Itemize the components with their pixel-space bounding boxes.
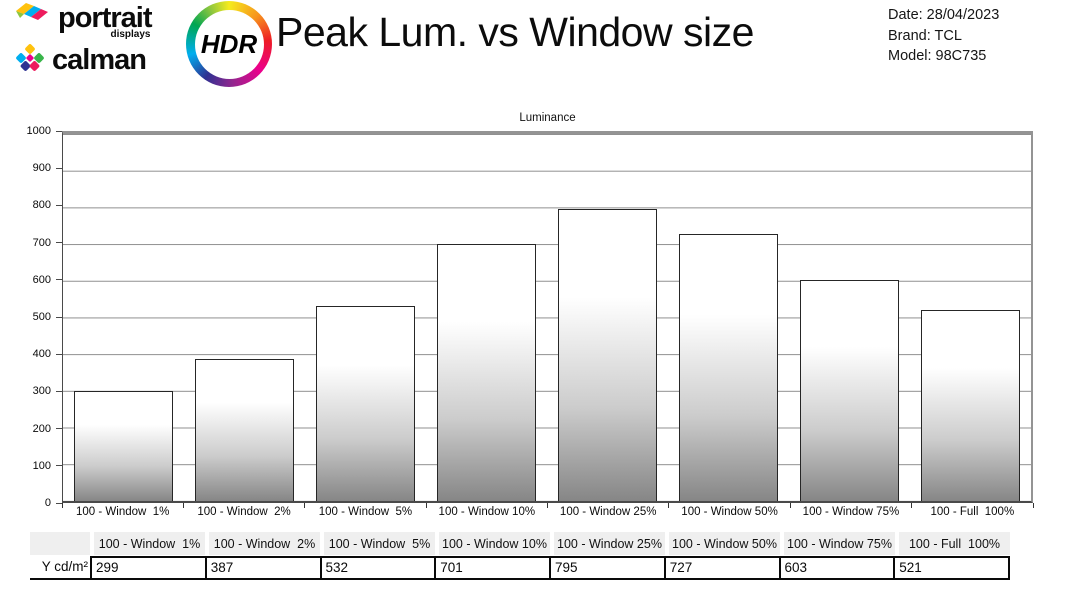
x-axis-tick-mark xyxy=(425,503,427,508)
luminance-bar-3 xyxy=(315,305,416,501)
bars-layer xyxy=(63,134,1031,501)
x-axis-tick-mark xyxy=(911,503,913,508)
table-value-cell: 701 xyxy=(434,558,549,578)
meta-brand: Brand: TCL xyxy=(888,27,962,44)
x-axis-tick-mark xyxy=(668,503,670,508)
table-header-cells: 100 - Window 1% 100 - Window 2% 100 - Wind… xyxy=(94,532,1010,555)
y-axis-tick-label: 0 xyxy=(44,497,51,509)
luminance-bar-8 xyxy=(920,309,1021,501)
table-value-cell: 299 xyxy=(96,560,119,575)
luminance-bar-4 xyxy=(436,243,537,501)
bar-slot-5 xyxy=(547,134,668,501)
brand-logos: portrait displays calman xyxy=(14,2,152,79)
table-value-cell: 521 xyxy=(893,558,1008,578)
table-column-header: 100 - Window 5% xyxy=(324,532,435,555)
y-axis-tick-label: 800 xyxy=(32,199,51,212)
x-axis-tick-mark xyxy=(547,503,548,508)
y-axis-tick-label: 100 xyxy=(32,459,51,472)
luminance-bar-7 xyxy=(799,279,900,501)
luminance-bar-2 xyxy=(194,358,295,501)
x-axis-category-label: 100 - Window 10% xyxy=(438,506,536,518)
x-axis-category-label: 100 - Window 50% xyxy=(681,506,778,518)
calman-logo: calman xyxy=(14,42,152,79)
x-axis-category-label: 100 - Window 2% xyxy=(197,506,291,518)
table-column-header: 100 - Window 10% xyxy=(439,532,550,555)
y-axis-tick-mark xyxy=(56,316,62,318)
x-axis-tick-mark xyxy=(182,503,184,508)
page-title: Peak Lum. vs Window size xyxy=(276,9,754,55)
table-column-header: 100 - Window 2% xyxy=(209,532,320,555)
bar-slot-7 xyxy=(789,134,910,501)
x-axis-tick-mark xyxy=(789,503,791,508)
y-axis-tick-mark xyxy=(56,428,62,430)
table-row-header: Y cd/m² xyxy=(30,556,90,580)
calman-logo-icon xyxy=(14,42,46,79)
chart-title: Luminance xyxy=(519,112,576,124)
x-axis-category-label: 100 - Window 25% xyxy=(559,506,657,518)
y-axis-tick-mark xyxy=(56,279,62,281)
y-axis: 1000 900 800 700 600 500 400 300 200 100 0 xyxy=(0,125,62,509)
y-axis-tick-label: 200 xyxy=(32,422,51,435)
y-axis-tick-label: 600 xyxy=(32,273,51,286)
y-axis-tick-mark xyxy=(56,502,62,504)
table-value-cell: 532 xyxy=(319,558,435,578)
table-column-header: 100 - Window 75% xyxy=(784,532,895,555)
y-axis-tick-mark xyxy=(56,465,62,467)
plot-frame xyxy=(62,131,1033,503)
y-axis-tick-mark xyxy=(56,204,62,206)
meta-date: Date: 28/04/2023 xyxy=(888,7,1000,23)
meta-model: Model: 98C735 xyxy=(888,48,987,64)
table-column-header: 100 - Window 50% xyxy=(669,532,780,555)
y-axis-tick-label: 1000 xyxy=(26,125,51,137)
x-axis-category-label: 100 - Window 5% xyxy=(318,506,413,518)
x-axis-tick-mark xyxy=(304,503,306,508)
bar-slot-3 xyxy=(305,134,426,501)
luminance-bar-1 xyxy=(73,391,174,501)
x-axis-category-label: 100 - Window 1% xyxy=(76,506,170,518)
x-axis-tick-mark xyxy=(61,503,63,508)
y-axis-tick-label: 700 xyxy=(32,236,51,249)
bar-slot-2 xyxy=(184,134,305,501)
y-axis-tick-mark xyxy=(56,242,62,244)
x-axis-category-label: 100 - Full 100% xyxy=(930,506,1015,518)
y-axis-tick-mark xyxy=(56,130,62,132)
y-axis-tick-mark xyxy=(56,167,62,169)
y-axis-tick-label: 300 xyxy=(32,385,51,398)
table-header-corner-cell xyxy=(30,532,90,555)
bar-slot-6 xyxy=(668,134,789,501)
luminance-bar-5 xyxy=(557,209,658,501)
y-axis-tick-label: 500 xyxy=(32,311,51,323)
y-axis-tick-mark xyxy=(56,390,62,392)
y-axis-tick-label: 900 xyxy=(32,162,51,175)
table-value-row: Y cd/m² 299 387 532 701 795 727 603 521 xyxy=(30,556,1010,580)
x-axis-labels: 100 - Window 1% 100 - Window 2% 100 - Wind… xyxy=(62,506,1033,518)
bar-slot-8 xyxy=(910,134,1031,501)
bar-slot-4 xyxy=(426,134,547,501)
x-axis-ticks xyxy=(61,503,1034,509)
portrait-logo-icon xyxy=(14,2,54,33)
y-axis-tick-mark xyxy=(56,353,62,355)
table-value-cell: 603 xyxy=(778,558,894,578)
table-value-cell: 387 xyxy=(204,558,320,578)
table-column-header: 100 - Window 25% xyxy=(554,532,665,555)
portrait-displays-logo: portrait displays xyxy=(14,1,152,40)
table-value-cell: 727 xyxy=(663,558,779,578)
report-meta: Date: 28/04/2023 Brand: TCL Model: 98C73… xyxy=(888,5,999,67)
bar-slot-1 xyxy=(63,134,184,501)
table-column-header: 100 - Window 1% xyxy=(94,532,205,555)
table-value-cell: 795 xyxy=(549,558,664,578)
calman-logo-text: calman xyxy=(52,44,147,76)
luminance-bar-6 xyxy=(678,234,779,501)
x-axis-tick-mark xyxy=(1032,503,1034,508)
x-axis-category-label: 100 - Window 75% xyxy=(802,506,900,518)
table-header-row: 100 - Window 1% 100 - Window 2% 100 - Wind… xyxy=(30,532,1010,555)
displays-logo-text: displays xyxy=(110,28,151,40)
hdr-badge: HDR xyxy=(186,1,272,87)
y-axis-tick-label: 400 xyxy=(32,348,51,361)
portrait-logo-text: portrait xyxy=(58,1,152,34)
table-value-cells: 299 387 532 701 795 727 603 521 xyxy=(90,556,1010,580)
table-column-header: 100 - Full 100% xyxy=(899,532,1010,555)
luminance-table: 100 - Window 1% 100 - Window 2% 100 - Wind… xyxy=(30,532,1010,580)
hdr-badge-label: HDR xyxy=(194,9,264,79)
